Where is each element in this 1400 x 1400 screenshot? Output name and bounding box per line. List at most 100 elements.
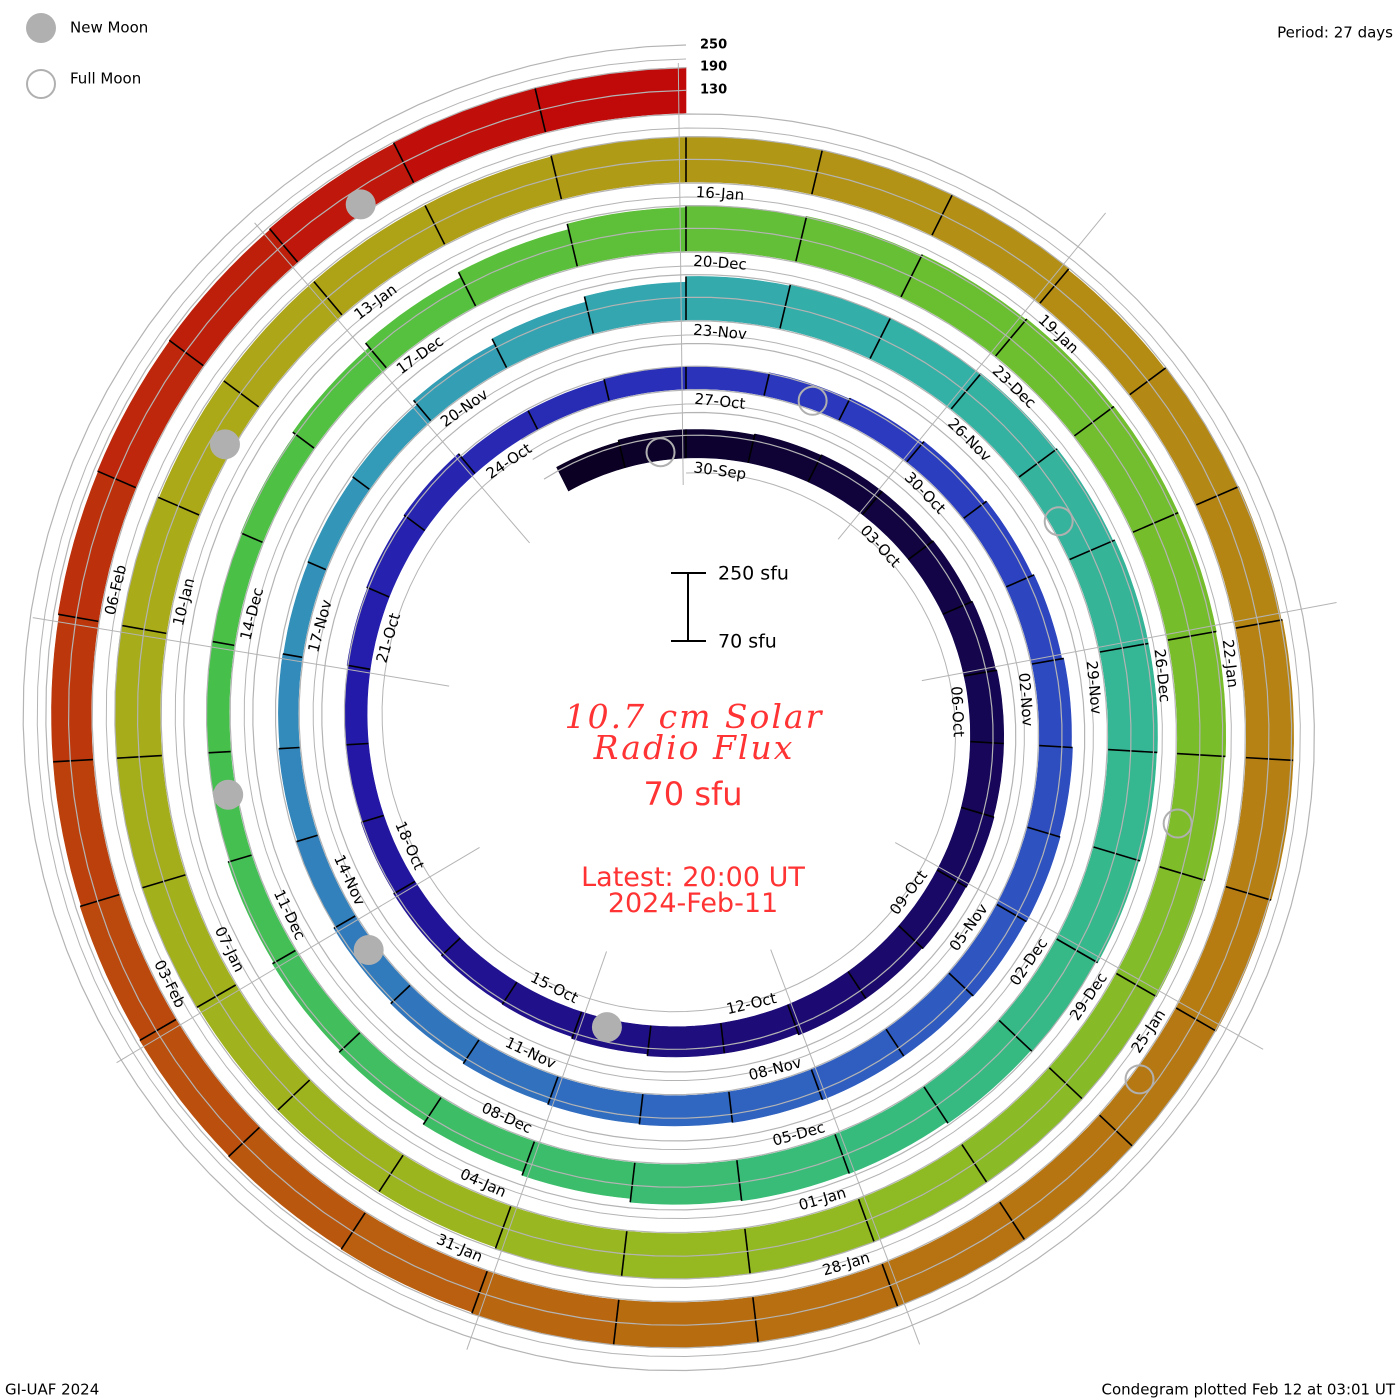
day-separator <box>1108 748 1158 754</box>
day-separator <box>566 223 579 267</box>
date-label: 29-Nov <box>1083 660 1106 715</box>
day-separator <box>227 854 252 863</box>
day-separator <box>521 1141 536 1176</box>
day-separator <box>646 1025 652 1056</box>
day-separator <box>422 1097 442 1125</box>
day-separator <box>340 1212 366 1250</box>
day-separator <box>834 1134 850 1174</box>
day-separator <box>736 1160 743 1201</box>
level-spiral-250 <box>22 44 1315 1372</box>
date-label: 06-Oct <box>947 686 967 738</box>
flux-bar-day <box>338 1032 442 1122</box>
day-separator <box>571 1011 583 1039</box>
flux-bar-day <box>811 149 953 236</box>
flux-bar-day <box>963 669 1005 744</box>
day-separator <box>282 653 303 659</box>
day-separator <box>393 880 416 895</box>
full-moon-marker <box>1124 1064 1155 1095</box>
day-separator <box>861 490 883 516</box>
level-label-190: 190 <box>700 60 727 75</box>
flux-bar-day <box>344 665 371 746</box>
day-separator <box>97 470 137 489</box>
flux-bar-day <box>52 759 120 907</box>
day-separator <box>527 410 539 430</box>
day-separator <box>207 750 231 754</box>
scale-bottom-label: 70 sfu <box>718 631 777 653</box>
flux-bar-day <box>272 950 361 1052</box>
new-moon-legend-label: New Moon <box>70 19 148 37</box>
day-separator <box>1167 630 1217 641</box>
day-separator <box>338 1032 361 1053</box>
flux-bar-day <box>996 826 1061 922</box>
day-separator <box>361 814 384 823</box>
period-label: Period: 27 days <box>1277 24 1393 42</box>
day-separator <box>346 664 371 671</box>
flux-bar-day <box>1099 643 1158 753</box>
day-separator <box>747 433 756 463</box>
date-label: 26-Dec <box>1151 648 1174 703</box>
day-separator <box>1132 511 1179 533</box>
flux-bar-day <box>278 747 318 842</box>
day-separator <box>168 339 204 367</box>
chart-title-line1: 10.7 cm Solar <box>565 697 824 736</box>
level-spiral-130 <box>67 89 1270 1326</box>
radial-grid-line <box>254 222 530 544</box>
day-separator <box>1093 846 1141 862</box>
day-separator <box>1005 574 1035 588</box>
day-separator <box>501 981 518 1005</box>
flux-bar-day <box>963 500 1033 588</box>
day-separator <box>1235 619 1283 629</box>
full-moon-marker <box>797 385 828 416</box>
footer-plot-time: Condegram plotted Feb 12 at 03:01 UT <box>1102 1381 1396 1399</box>
date-label: 22-Jan <box>1219 638 1242 688</box>
day-separator <box>728 1091 734 1123</box>
flux-bar-day <box>441 937 518 1005</box>
scale-top-label: 250 sfu <box>718 563 789 585</box>
new-moon-marker <box>213 779 244 810</box>
flux-bar-day <box>114 625 167 759</box>
day-separator <box>900 254 923 298</box>
date-label: 30-Sep <box>693 458 748 483</box>
day-separator <box>720 1023 726 1054</box>
flux-bar-day <box>292 347 387 449</box>
radial-grid-line <box>894 842 1264 1050</box>
day-separator <box>847 971 867 999</box>
level-label-250: 250 <box>700 38 727 53</box>
day-separator <box>638 1094 644 1125</box>
radial-grid-line <box>677 63 684 486</box>
day-separator <box>1099 642 1149 653</box>
day-separator <box>961 806 995 818</box>
flux-bar-day <box>885 972 973 1057</box>
day-separator <box>970 740 1004 745</box>
flux-bar-day <box>240 433 315 543</box>
day-separator <box>1069 539 1116 561</box>
radial-grid-line <box>466 951 608 1350</box>
day-separator <box>996 903 1027 923</box>
flux-bar-day <box>366 515 426 598</box>
new-moon-marker <box>591 1012 622 1043</box>
day-separator <box>1225 885 1272 901</box>
day-separator <box>629 1162 636 1203</box>
flux-bar-day <box>57 471 137 622</box>
radial-grid-line <box>32 617 450 687</box>
radial-grid-line <box>921 601 1337 682</box>
chart-title-line2: Radio Flux <box>593 728 795 767</box>
new-moon-marker <box>209 429 240 460</box>
day-separator <box>787 1004 800 1036</box>
day-separator <box>763 372 771 396</box>
day-separator <box>412 399 432 422</box>
day-separator <box>440 937 461 957</box>
day-separator <box>1073 405 1115 437</box>
latest-time: Latest: 20:00 UT <box>581 862 805 893</box>
flux-bar-day <box>621 1228 751 1280</box>
day-separator <box>352 476 370 490</box>
level-spiral-190 <box>45 67 1293 1349</box>
day-separator <box>1159 866 1206 882</box>
flux-bar-day <box>390 984 480 1063</box>
day-separator <box>617 439 626 468</box>
day-separator <box>942 600 973 615</box>
flux-bar-day <box>550 137 687 200</box>
day-separator <box>333 915 356 929</box>
day-separator <box>462 1039 480 1065</box>
